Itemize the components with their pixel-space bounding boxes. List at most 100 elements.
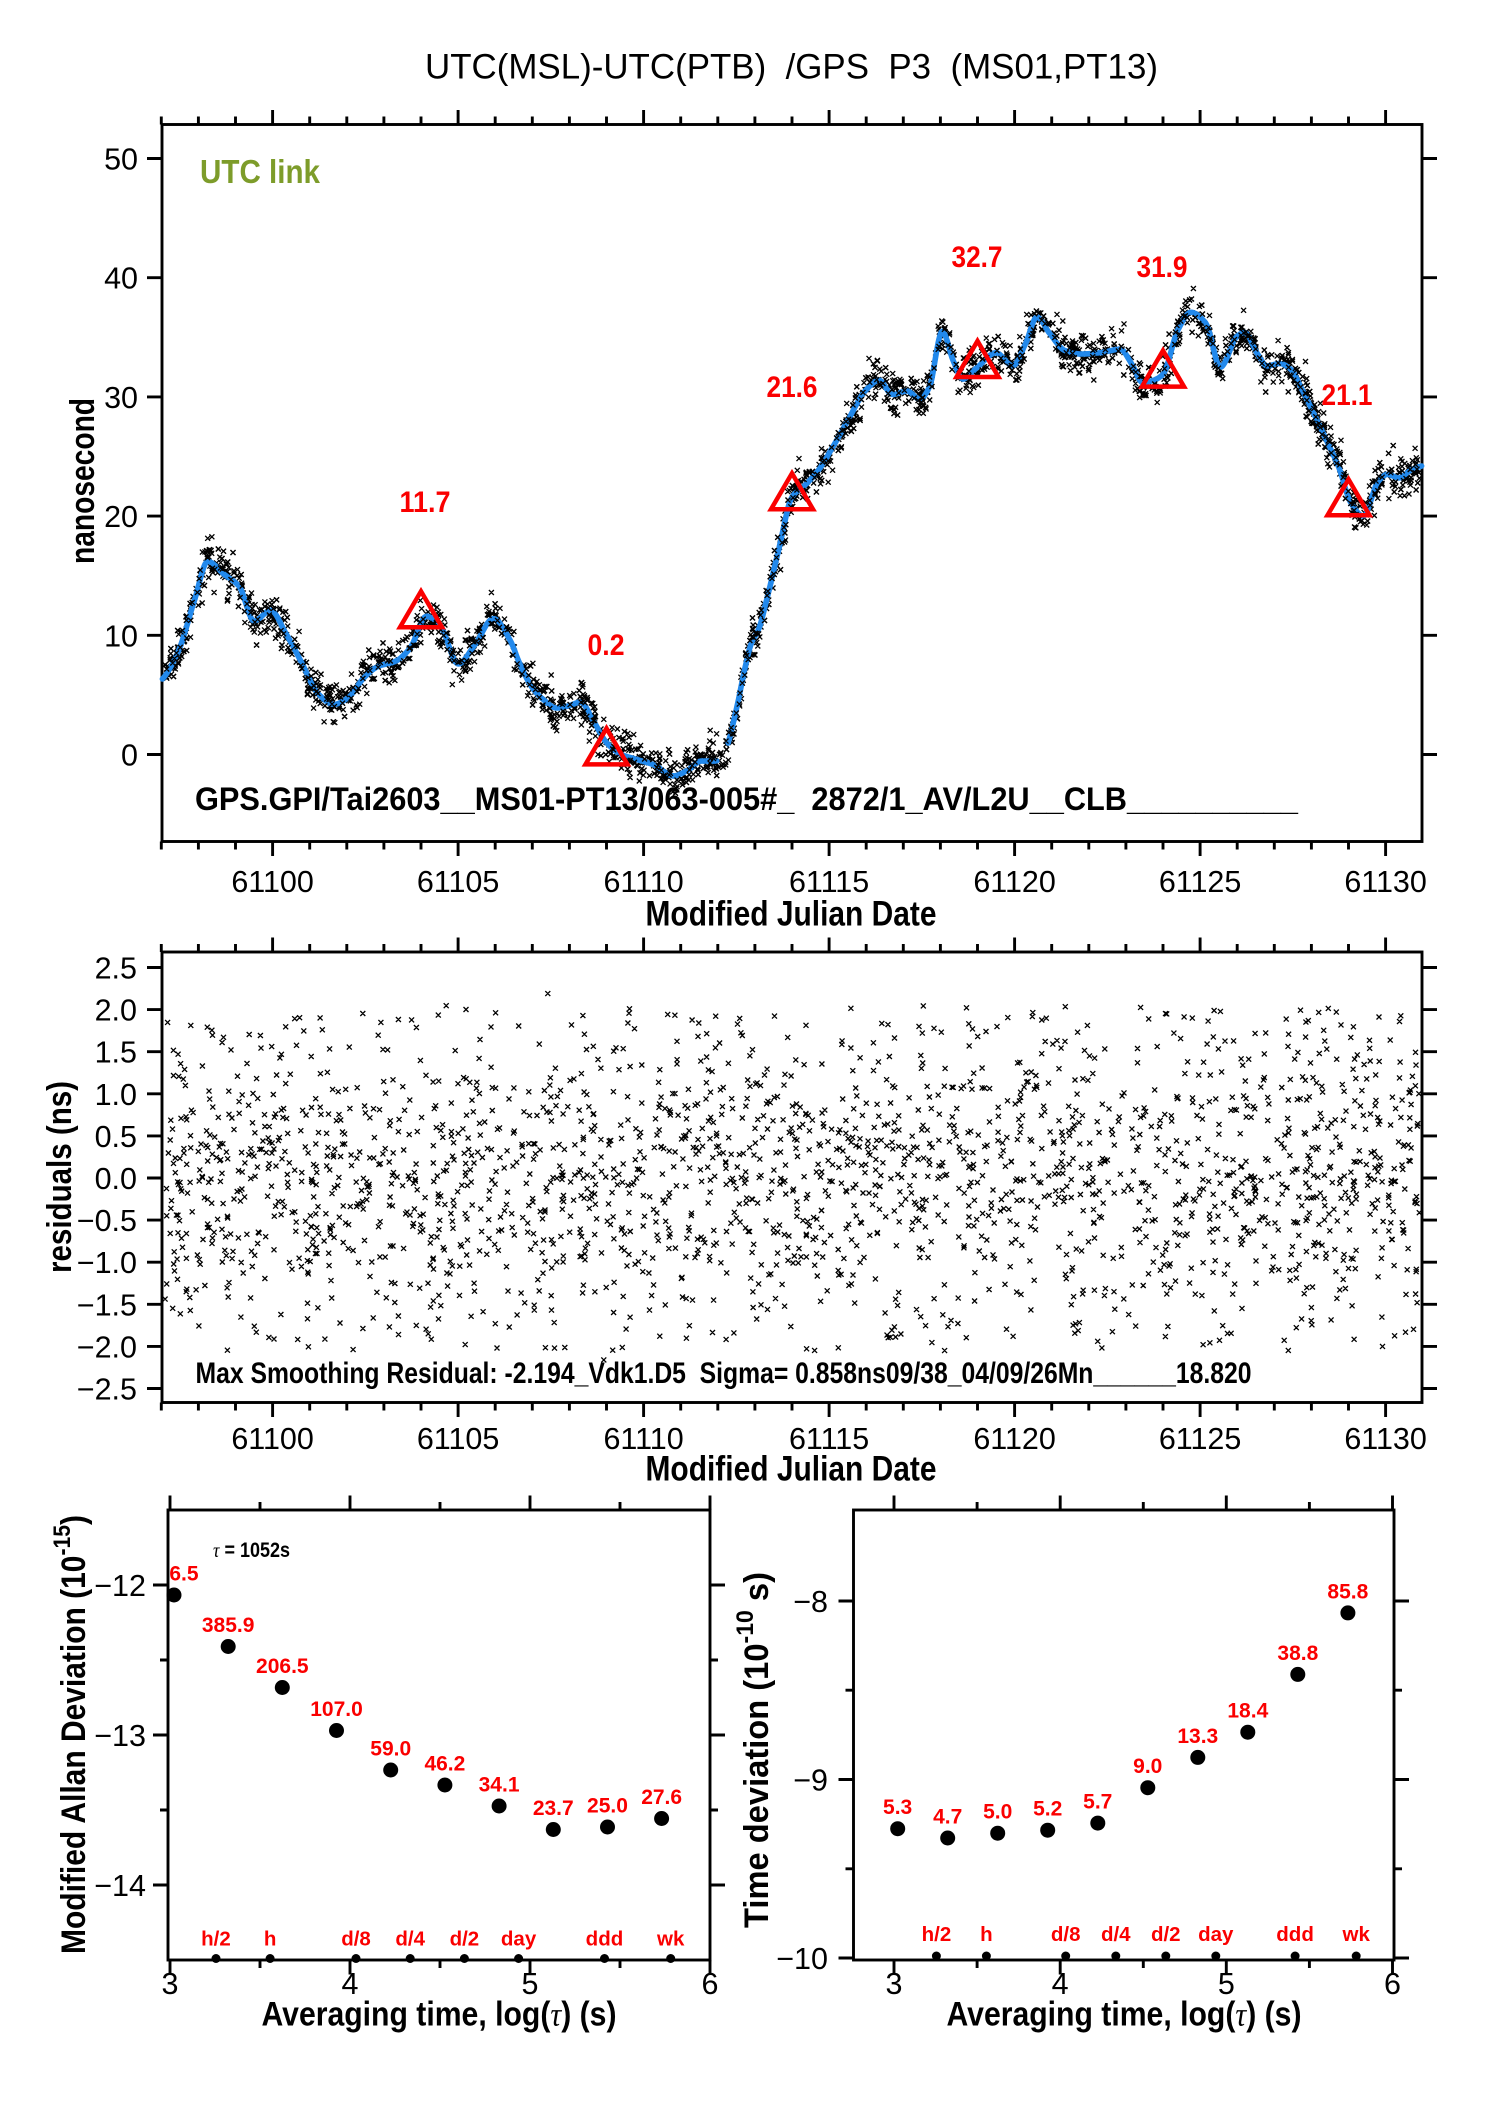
svg-text:−9: −9 bbox=[793, 1764, 828, 1798]
svg-text:−10: −10 bbox=[776, 1942, 828, 1976]
svg-text:61115: 61115 bbox=[789, 865, 869, 899]
svg-text:0.2: 0.2 bbox=[588, 629, 625, 662]
svg-text:−14: −14 bbox=[94, 1869, 146, 1903]
svg-text:−1.0: −1.0 bbox=[77, 1246, 137, 1280]
svg-text:31.9: 31.9 bbox=[1137, 251, 1188, 284]
svg-text:59.0: 59.0 bbox=[370, 1738, 411, 1761]
svg-text:nanosecond: nanosecond bbox=[64, 398, 102, 564]
svg-text:Modified Allan Deviation (10-1: Modified Allan Deviation (10-15) bbox=[49, 1515, 94, 1954]
svg-text:4: 4 bbox=[1052, 1967, 1069, 2001]
svg-text:61100: 61100 bbox=[231, 865, 314, 899]
svg-text:h: h bbox=[264, 1928, 277, 1951]
svg-text:d/4: d/4 bbox=[395, 1928, 425, 1951]
svg-text:ddd: ddd bbox=[586, 1928, 624, 1951]
svg-text:1.0: 1.0 bbox=[95, 1078, 137, 1112]
svg-text:wk: wk bbox=[656, 1928, 685, 1951]
svg-text:85.8: 85.8 bbox=[1327, 1580, 1368, 1603]
svg-text:6: 6 bbox=[702, 1967, 719, 2001]
svg-text:61120: 61120 bbox=[973, 1422, 1056, 1456]
svg-text:61125: 61125 bbox=[1159, 1422, 1242, 1456]
svg-text:wk: wk bbox=[1342, 1923, 1371, 1946]
svg-text:30: 30 bbox=[104, 381, 138, 415]
svg-text:Averaging time, log(τ) (s): Averaging time, log(τ) (s) bbox=[947, 1996, 1302, 2034]
svg-text:−1.5: −1.5 bbox=[77, 1288, 137, 1322]
svg-text:2.0: 2.0 bbox=[95, 994, 137, 1028]
svg-text:h/2: h/2 bbox=[201, 1928, 231, 1951]
svg-text:0.5: 0.5 bbox=[95, 1120, 137, 1154]
svg-text:20: 20 bbox=[104, 500, 138, 534]
svg-text:46.2: 46.2 bbox=[424, 1753, 465, 1776]
svg-text:107.0: 107.0 bbox=[310, 1698, 363, 1721]
svg-text:21.6: 21.6 bbox=[767, 371, 818, 404]
svg-text:9.0: 9.0 bbox=[1133, 1755, 1162, 1778]
svg-text:2.5: 2.5 bbox=[95, 952, 137, 986]
svg-text:5: 5 bbox=[522, 1967, 539, 2001]
svg-text:21.1: 21.1 bbox=[1322, 379, 1373, 412]
svg-text:0.0: 0.0 bbox=[95, 1162, 137, 1196]
svg-text:11.7: 11.7 bbox=[400, 486, 451, 519]
svg-text:d/2: d/2 bbox=[450, 1928, 480, 1951]
svg-text:4.7: 4.7 bbox=[933, 1806, 962, 1829]
svg-text:5.0: 5.0 bbox=[983, 1801, 1012, 1824]
svg-text:d/2: d/2 bbox=[1151, 1923, 1181, 1946]
svg-text:6.5: 6.5 bbox=[169, 1563, 199, 1586]
svg-text:4: 4 bbox=[342, 1967, 359, 2001]
svg-text:ddd: ddd bbox=[1276, 1923, 1314, 1946]
svg-text:61115: 61115 bbox=[789, 1422, 869, 1456]
svg-text:1.5: 1.5 bbox=[95, 1036, 137, 1070]
svg-text:UTC(MSL)-UTC(PTB) /GPS P3 (: UTC(MSL)-UTC(PTB) /GPS P3 (MS01,PT13) bbox=[425, 47, 1158, 87]
svg-text:−0.5: −0.5 bbox=[77, 1204, 137, 1238]
svg-text:−13: −13 bbox=[94, 1719, 146, 1753]
svg-text:day: day bbox=[501, 1928, 537, 1951]
svg-text:50: 50 bbox=[104, 143, 138, 177]
svg-text:d/8: d/8 bbox=[341, 1928, 371, 1951]
svg-text:61130: 61130 bbox=[1344, 1422, 1427, 1456]
svg-text:−2.5: −2.5 bbox=[77, 1373, 137, 1407]
svg-text:residuals (ns): residuals (ns) bbox=[41, 1081, 79, 1273]
svg-text:Averaging time, log(τ) (s): Averaging time, log(τ) (s) bbox=[262, 1996, 617, 2034]
svg-text:Modified Julian Date: Modified Julian Date bbox=[646, 1450, 937, 1489]
svg-text:18.4: 18.4 bbox=[1227, 1700, 1268, 1723]
svg-text:385.9: 385.9 bbox=[202, 1614, 255, 1637]
svg-text:61120: 61120 bbox=[973, 865, 1056, 899]
svg-text:61110: 61110 bbox=[603, 1422, 683, 1456]
svg-text:23.7: 23.7 bbox=[533, 1797, 574, 1820]
svg-text:UTC link: UTC link bbox=[200, 153, 321, 190]
svg-text:61100: 61100 bbox=[231, 1422, 314, 1456]
svg-text:h/2: h/2 bbox=[922, 1923, 952, 1946]
svg-text:Max Smoothing Residual: -2.194: Max Smoothing Residual: -2.194_Vdk1.D5 S… bbox=[196, 1357, 1252, 1390]
svg-text:3: 3 bbox=[886, 1967, 903, 2001]
svg-text:32.7: 32.7 bbox=[952, 241, 1003, 274]
svg-text:61130: 61130 bbox=[1344, 865, 1427, 899]
svg-text:10: 10 bbox=[104, 619, 138, 653]
svg-text:25.0: 25.0 bbox=[587, 1795, 628, 1818]
svg-text:−12: −12 bbox=[94, 1569, 146, 1603]
svg-text:Modified Julian Date: Modified Julian Date bbox=[646, 895, 937, 934]
svg-text:d/4: d/4 bbox=[1101, 1923, 1131, 1946]
svg-text:5.7: 5.7 bbox=[1083, 1791, 1112, 1814]
svg-text:6: 6 bbox=[1384, 1967, 1401, 2001]
svg-text:61125: 61125 bbox=[1159, 865, 1242, 899]
svg-text:27.6: 27.6 bbox=[641, 1786, 682, 1809]
svg-text:34.1: 34.1 bbox=[479, 1774, 520, 1797]
svg-text:61105: 61105 bbox=[417, 865, 500, 899]
svg-text:d/8: d/8 bbox=[1051, 1923, 1081, 1946]
svg-text:38.8: 38.8 bbox=[1277, 1642, 1318, 1665]
svg-text:h: h bbox=[980, 1923, 993, 1946]
svg-text:61110: 61110 bbox=[603, 865, 683, 899]
svg-text:206.5: 206.5 bbox=[256, 1655, 309, 1678]
svg-text:τ = 1052s: τ = 1052s bbox=[213, 1538, 290, 1562]
svg-text:13.3: 13.3 bbox=[1177, 1725, 1218, 1748]
svg-text:−8: −8 bbox=[793, 1585, 828, 1619]
svg-text:0: 0 bbox=[121, 739, 138, 773]
svg-text:61105: 61105 bbox=[417, 1422, 500, 1456]
svg-text:5: 5 bbox=[1218, 1967, 1235, 2001]
svg-text:3: 3 bbox=[162, 1967, 179, 2001]
svg-text:day: day bbox=[1198, 1923, 1234, 1946]
svg-text:5.2: 5.2 bbox=[1033, 1798, 1062, 1821]
svg-text:−2.0: −2.0 bbox=[77, 1330, 137, 1364]
svg-text:5.3: 5.3 bbox=[883, 1796, 912, 1819]
svg-text:40: 40 bbox=[104, 262, 138, 296]
svg-text:GPS.GPI/Tai2603__MS01-PT13/063: GPS.GPI/Tai2603__MS01-PT13/063-005#_ 287… bbox=[195, 781, 1299, 817]
svg-text:Time deviation (10-10 s): Time deviation (10-10 s) bbox=[732, 1572, 777, 1928]
